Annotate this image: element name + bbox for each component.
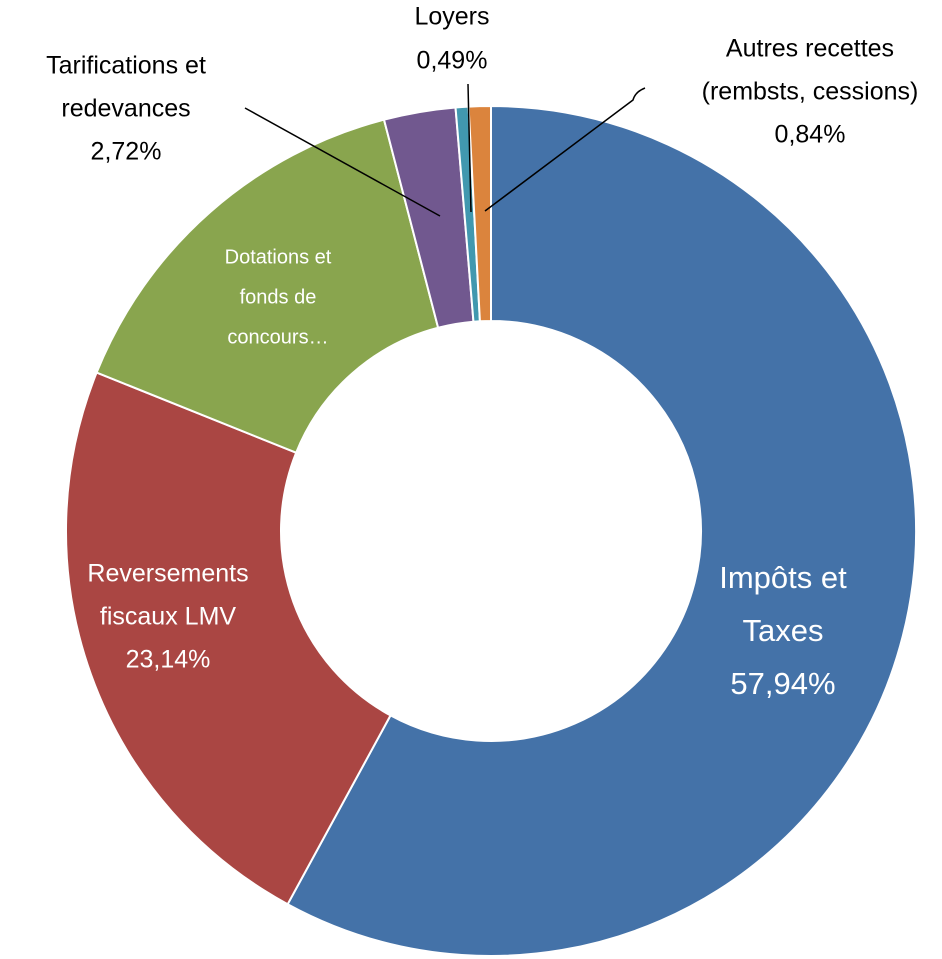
slice-label: Tarifications et [46,52,206,80]
slice-label: Autres recettes [726,35,894,63]
leader-line [467,83,472,213]
slice-label: Dotations et [225,246,332,268]
slice-label: redevances [61,95,190,123]
slice-label: fonds de [240,286,317,308]
leader-line [484,87,646,212]
slice-label: Reversements [87,560,248,588]
donut-segment [467,104,492,323]
donut-segment [95,118,440,455]
leader-line [244,107,441,217]
slice-label: Taxes [743,613,824,648]
slice-label: Loyers [414,3,489,31]
slice-label: Impôts et [719,560,847,595]
slice-label: (rembsts, cessions) [702,78,919,106]
donut-segment [286,104,917,957]
value-label: 2,72% [91,138,162,166]
slice-label: fiscaux LMV [100,603,236,631]
value-label: 23,14% [126,646,211,674]
value-label: 57,94% [730,666,835,701]
value-label: 0,84% [775,121,846,149]
value-label: 0,49% [417,47,488,75]
slice-label: concours… [227,326,328,348]
donut-segment [65,371,392,906]
